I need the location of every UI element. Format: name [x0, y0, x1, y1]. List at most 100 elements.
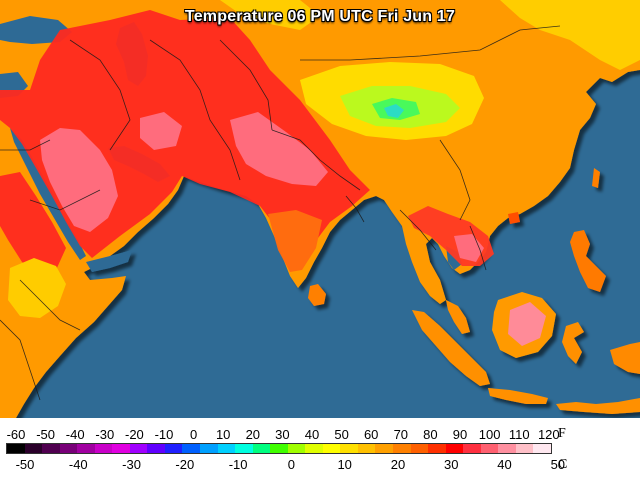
color-swatch: [235, 444, 253, 453]
border-line: [0, 139, 51, 151]
black-sea: [0, 16, 72, 44]
color-swatch: [445, 444, 464, 453]
fahrenheit-tick-label: -60: [6, 427, 26, 442]
color-swatch: [463, 444, 481, 453]
color-swatch: [305, 444, 323, 453]
celsius-tick-label: -40: [68, 457, 88, 472]
celsius-tick-label: 30: [444, 457, 459, 472]
fahrenheit-tick-label: 50: [334, 427, 349, 442]
fahrenheit-tick-label: -20: [124, 427, 144, 442]
zone-borneo-pink: [508, 302, 546, 346]
color-swatch: [164, 444, 183, 453]
color-swatch: [270, 444, 288, 453]
celsius-tick-label: -50: [15, 457, 35, 472]
color-swatch: [375, 444, 394, 453]
color-scale-bar: [6, 443, 552, 454]
color-swatch: [480, 444, 499, 453]
color-swatch: [410, 444, 429, 453]
hainan: [508, 212, 520, 224]
color-swatch: [340, 444, 358, 453]
color-swatch: [515, 444, 534, 453]
border-line: [399, 209, 437, 251]
color-swatch: [147, 444, 165, 453]
color-swatch: [322, 444, 341, 453]
color-swatch: [498, 444, 516, 453]
color-swatch: [393, 444, 411, 453]
celsius-unit-label: C: [558, 457, 568, 472]
fahrenheit-tick-label: 100: [478, 427, 501, 442]
gulf-of-aden: [86, 250, 132, 272]
border-line: [19, 279, 81, 331]
celsius-tick-label: 50: [550, 457, 566, 472]
celsius-tick-label: -10: [228, 457, 248, 472]
zone-extreme-iran: [140, 112, 182, 150]
celsius-tick-label: -30: [122, 457, 141, 472]
zone-tibet-cyan: [384, 104, 404, 118]
zone-extreme-arabia: [40, 128, 118, 232]
color-swatch: [129, 444, 148, 453]
sumatra: [412, 310, 490, 386]
celsius-tick-label: 20: [390, 457, 406, 472]
color-swatch: [357, 444, 376, 453]
color-swatch: [59, 444, 78, 453]
java: [488, 388, 548, 404]
country-borders: [0, 25, 561, 401]
taiwan: [592, 168, 600, 188]
fahrenheit-tick-label: 40: [304, 427, 320, 442]
celsius-tick-label: 10: [337, 457, 352, 472]
border-line: [469, 225, 487, 271]
border-line: [69, 39, 131, 151]
zone-mild-ethiopia: [8, 258, 66, 318]
fahrenheit-tick-label: 80: [423, 427, 438, 442]
border-line: [149, 39, 241, 181]
color-swatch: [252, 444, 271, 453]
fahrenheit-tick-label: 0: [189, 427, 198, 442]
color-swatch: [7, 444, 25, 453]
zone-mild-north: [220, 0, 320, 30]
color-swatch: [533, 444, 551, 453]
philippines: [570, 230, 606, 292]
fahrenheit-tick-label: 70: [393, 427, 409, 442]
color-swatch: [287, 444, 306, 453]
color-swatch: [42, 444, 60, 453]
temperature-map: Temperature 06 PM UTC Fri Jun 17: [0, 0, 640, 418]
temperature-zones: [0, 0, 640, 346]
border-line: [0, 319, 41, 401]
fahrenheit-tick-label: 120: [537, 427, 560, 442]
zone-south-india: [268, 210, 322, 272]
fahrenheit-tick-label: 90: [452, 427, 468, 442]
color-swatch: [24, 444, 43, 453]
border-line: [345, 195, 365, 223]
zone-mild-northeast: [500, 0, 640, 70]
fahrenheit-tick-label: -30: [95, 427, 115, 442]
border-line: [300, 25, 561, 61]
color-swatch: [94, 444, 113, 453]
color-swatch: [112, 444, 130, 453]
red-sea: [10, 128, 86, 260]
zone-extreme-india: [230, 112, 328, 186]
temperature-legend: -60 -50 -40 -30 -20 -10 0 10 20 30 40 50 60 70 80 90 100…: [0, 418, 640, 480]
fahrenheit-unit-label: F: [558, 426, 566, 441]
map-title: Temperature 06 PM UTC Fri Jun 17: [184, 8, 456, 25]
malay-peninsula: [446, 300, 470, 334]
color-swatch: [428, 444, 446, 453]
new-guinea: [610, 342, 640, 374]
celsius-tick-label: -20: [175, 457, 195, 472]
border-line: [219, 39, 273, 131]
border-line: [29, 189, 101, 211]
border-line: [271, 129, 361, 191]
map-canvas: [0, 0, 640, 418]
color-swatch: [200, 444, 218, 453]
zone-red-horn: [0, 172, 66, 276]
east-islands: [556, 398, 640, 414]
fahrenheit-tick-label: -40: [65, 427, 85, 442]
fahrenheit-tick-label: -10: [154, 427, 174, 442]
sulawesi: [562, 322, 584, 364]
border-line: [439, 139, 471, 221]
celsius-tick-label: 40: [497, 457, 512, 472]
celsius-tick-label: 0: [287, 457, 296, 472]
fahrenheit-tick-label: 60: [363, 427, 379, 442]
fahrenheit-tick-label: -50: [36, 427, 55, 442]
color-swatch: [182, 444, 201, 453]
